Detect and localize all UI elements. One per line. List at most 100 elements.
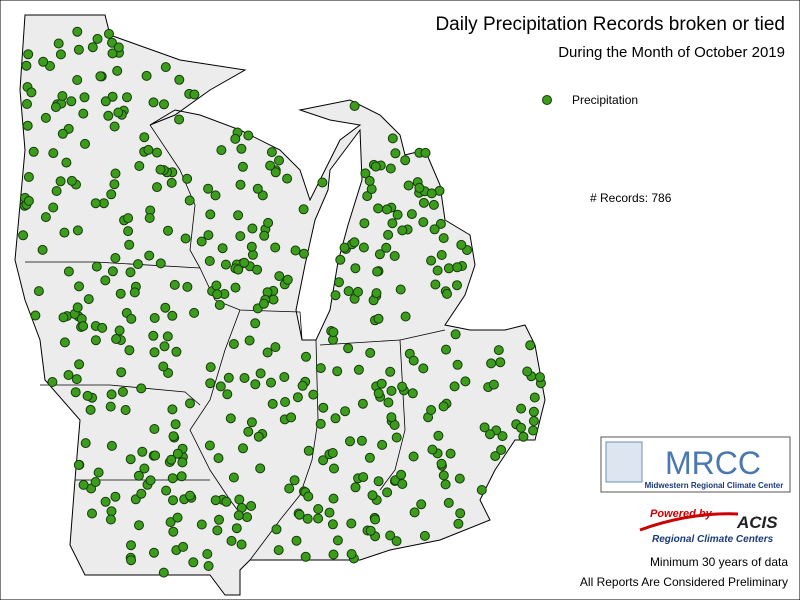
record-point: [230, 282, 241, 293]
record-point: [189, 89, 200, 100]
record-point: [203, 183, 214, 194]
record-point: [381, 242, 392, 253]
record-point: [90, 335, 101, 346]
record-point: [490, 451, 501, 462]
record-point: [114, 325, 125, 336]
record-point: [332, 366, 343, 377]
record-point: [228, 339, 239, 349]
record-point: [182, 281, 193, 292]
record-point: [233, 210, 244, 221]
record-point: [386, 385, 397, 396]
record-point: [335, 254, 346, 265]
record-point: [247, 249, 258, 260]
record-point: [370, 161, 381, 172]
record-point: [297, 380, 308, 391]
record-point: [185, 398, 195, 409]
record-point: [387, 218, 398, 229]
record-point: [182, 173, 193, 184]
record-point: [426, 405, 437, 415]
record-point: [518, 431, 529, 442]
record-point: [152, 147, 162, 158]
record-point: [359, 218, 370, 229]
record-point: [18, 230, 29, 241]
record-point: [318, 455, 329, 466]
state-line: [319, 339, 406, 491]
record-point: [50, 102, 61, 113]
record-point: [387, 133, 398, 144]
record-point: [133, 259, 143, 270]
record-point: [408, 355, 419, 366]
record-point: [125, 454, 136, 465]
record-point: [111, 334, 122, 344]
record-point: [282, 173, 293, 184]
record-point: [397, 381, 408, 392]
record-point: [226, 535, 237, 546]
record-point: [315, 418, 326, 429]
record-point: [452, 280, 462, 291]
record-point: [223, 372, 234, 383]
record-point: [257, 190, 268, 201]
record-point: [407, 388, 418, 399]
record-point: [105, 514, 116, 525]
record-point: [204, 440, 215, 451]
record-point: [221, 496, 232, 507]
record-point: [174, 114, 185, 125]
footer-note: All Reports Are Considered Preliminary: [580, 575, 788, 589]
record-point: [529, 392, 540, 403]
record-point: [358, 472, 369, 483]
record-point: [110, 491, 121, 502]
record-point: [327, 519, 338, 530]
record-point: [334, 277, 344, 288]
record-point: [161, 485, 172, 496]
record-point: [430, 279, 441, 290]
record-point: [382, 487, 393, 498]
record-point: [55, 49, 66, 60]
record-point: [159, 341, 170, 352]
record-point: [23, 195, 34, 206]
record-point: [100, 96, 111, 107]
record-point: [528, 406, 539, 417]
record-point: [78, 321, 89, 332]
record-point: [180, 233, 191, 244]
record-point: [214, 300, 225, 310]
record-point: [373, 388, 384, 399]
record-point: [107, 91, 118, 102]
record-point: [244, 335, 255, 346]
record-point: [57, 128, 68, 139]
record-point: [170, 419, 181, 430]
record-point: [150, 450, 161, 461]
record-point: [26, 87, 37, 98]
record-point: [234, 494, 245, 505]
record-point: [222, 389, 233, 400]
record-point: [149, 313, 160, 323]
record-point: [106, 189, 117, 200]
record-point: [377, 439, 388, 450]
record-point: [66, 96, 77, 107]
record-point: [202, 549, 213, 559]
record-point: [204, 256, 215, 266]
record-point: [106, 389, 117, 400]
record-point: [126, 540, 136, 551]
record-point: [55, 176, 66, 187]
record-point: [330, 290, 341, 301]
record-point: [271, 524, 282, 535]
record-point: [426, 255, 437, 266]
record-point: [107, 37, 117, 48]
record-point: [38, 56, 49, 67]
record-point: [427, 444, 438, 455]
record-point: [328, 327, 339, 338]
record-point: [149, 424, 160, 434]
record-point: [171, 346, 182, 357]
record-point: [148, 330, 159, 341]
logo-name: MRCC: [665, 445, 761, 481]
record-point: [328, 549, 339, 560]
record-point: [103, 110, 114, 121]
record-point: [63, 370, 74, 380]
record-point: [253, 431, 264, 442]
record-point: [528, 425, 539, 436]
record-point: [124, 345, 135, 356]
subtitle: During the Month of October 2019: [558, 44, 785, 61]
record-point: [330, 413, 341, 424]
record-point: [426, 188, 437, 199]
record-point: [329, 463, 339, 474]
